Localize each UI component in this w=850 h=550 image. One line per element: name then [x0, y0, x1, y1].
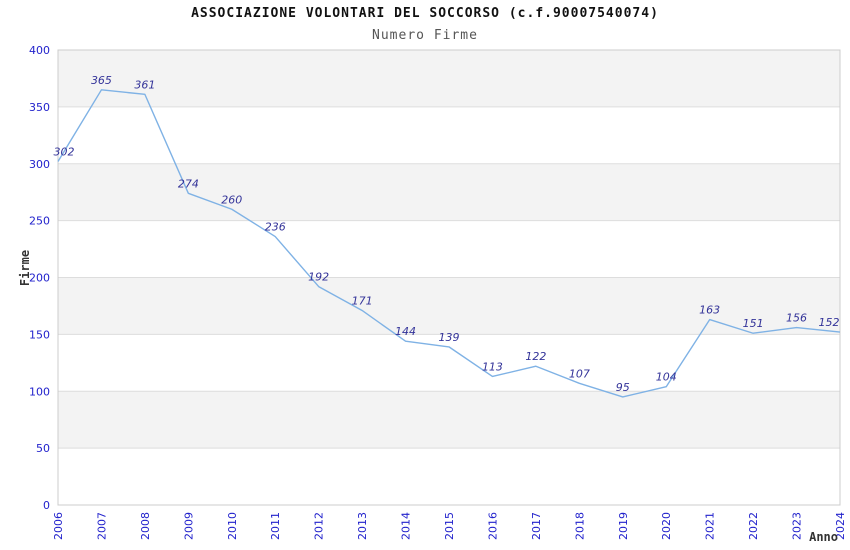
data-point-label: 113 [482, 360, 503, 373]
x-tick-label: 2011 [269, 512, 282, 540]
y-tick-label: 150 [29, 328, 50, 341]
y-tick-label: 200 [29, 272, 50, 285]
y-tick-label: 400 [29, 44, 50, 57]
x-tick-label: 2021 [704, 512, 717, 540]
y-axis-title: Firme [18, 250, 32, 286]
x-tick-label: 2024 [834, 512, 847, 540]
plot-band [58, 334, 840, 392]
x-axis-title: Anno [809, 530, 838, 544]
x-tick-label: 2006 [52, 512, 65, 540]
data-point-label: 361 [134, 78, 155, 91]
plot-border [57, 49, 841, 506]
y-tick-label: 0 [43, 499, 50, 512]
data-line [57, 89, 841, 398]
chart-title: ASSOCIAZIONE VOLONTARI DEL SOCCORSO (c.f… [191, 6, 659, 21]
data-point-label: 236 [265, 221, 286, 234]
data-point-label: 163 [699, 304, 720, 317]
x-tick-label: 2016 [486, 512, 499, 540]
x-tick-label: 2007 [95, 512, 108, 540]
y-tick-label: 50 [36, 442, 50, 455]
chart-subtitle: Numero Firme [372, 28, 478, 43]
plot-band [58, 448, 840, 505]
plot-band [58, 50, 840, 107]
y-tick-label: 100 [29, 385, 50, 398]
x-tick-label: 2014 [400, 512, 413, 540]
data-point-label: 122 [525, 350, 546, 363]
x-tick-label: 2022 [747, 512, 760, 540]
plot-band [58, 391, 840, 449]
data-point-label: 107 [569, 367, 590, 380]
data-point-label: 104 [656, 371, 677, 384]
data-point-label: 274 [178, 177, 199, 190]
x-tick-label: 2023 [791, 512, 804, 540]
data-point-label: 152 [819, 316, 840, 329]
data-point-label: 171 [352, 294, 373, 307]
plot-band [58, 163, 840, 221]
x-tick-label: 2020 [660, 512, 673, 540]
x-tick-label: 2009 [182, 512, 195, 540]
data-point-label: 151 [743, 317, 764, 330]
x-tick-label: 2010 [226, 512, 239, 540]
x-tick-label: 2008 [139, 512, 152, 540]
x-tick-label: 2013 [356, 512, 369, 540]
y-tick-label: 250 [29, 215, 50, 228]
x-tick-label: 2012 [313, 512, 326, 540]
x-tick-label: 2019 [617, 512, 630, 540]
x-tick-label: 2017 [530, 512, 543, 540]
y-tick-label: 350 [29, 101, 50, 114]
plot-band [58, 220, 840, 278]
y-tick-label: 300 [29, 158, 50, 171]
data-point-label: 156 [786, 312, 807, 325]
data-point-label: 365 [91, 74, 112, 87]
x-tick-label: 2015 [443, 512, 456, 540]
data-point-label: 260 [221, 193, 242, 206]
data-point-label: 192 [308, 271, 329, 284]
data-point-label: 139 [439, 331, 460, 344]
plot-band [58, 277, 840, 335]
x-tick-label: 2018 [573, 512, 586, 540]
data-point-label: 95 [616, 381, 630, 394]
data-point-label: 144 [395, 325, 416, 338]
plot-band [58, 106, 840, 164]
data-point-label: 302 [54, 145, 75, 158]
